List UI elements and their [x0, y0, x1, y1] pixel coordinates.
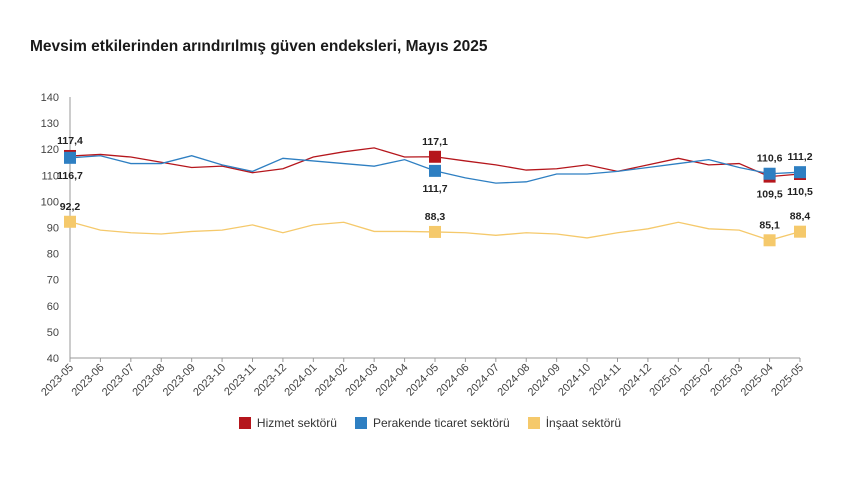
data-label: 88,3 — [425, 211, 446, 223]
x-tick-label: 2024-12 — [617, 362, 654, 399]
data-point-marker — [763, 234, 776, 247]
data-point-marker — [64, 151, 76, 164]
x-tick-label: 2024-03 — [343, 362, 380, 399]
legend: Hizmet sektörü Perakende ticaret sektörü… — [0, 416, 860, 430]
x-tick-label: 2023-06 — [70, 362, 107, 399]
data-label: 116,7 — [57, 170, 83, 182]
x-tick-label: 2023-09 — [161, 362, 198, 399]
legend-swatch-hizmet — [238, 417, 251, 429]
y-tick-label: 100 — [41, 196, 59, 208]
x-tick-label: 2025-05 — [769, 362, 806, 399]
y-tick-label: 40 — [47, 353, 59, 365]
y-tick-label: 70 — [47, 275, 59, 287]
legend-item-hizmet[interactable]: Hizmet sektörü — [238, 416, 337, 430]
legend-item-insaat[interactable]: İnşaat sektörü — [527, 416, 622, 430]
legend-swatch-insaat — [527, 417, 540, 429]
data-label: 111,2 — [787, 151, 812, 163]
data-point-marker — [429, 225, 441, 238]
data-point-marker — [794, 225, 806, 238]
data-label: 110,5 — [787, 186, 813, 198]
y-tick-label: 90 — [47, 223, 59, 235]
data-label: 88,4 — [790, 211, 811, 223]
x-tick-label: 2023-05 — [39, 362, 76, 399]
x-tick-label: 2025-02 — [678, 362, 715, 399]
y-tick-label: 140 — [41, 92, 59, 104]
x-tick-label: 2023-12 — [252, 362, 289, 399]
x-tick-label: 2024-01 — [282, 362, 319, 399]
data-point-marker — [64, 215, 76, 228]
legend-item-perakende[interactable]: Perakende ticaret sektörü — [354, 416, 510, 430]
x-tick-label: 2023-07 — [100, 362, 137, 399]
legend-label-insaat: İnşaat sektörü — [545, 416, 622, 430]
data-label: 109,5 — [756, 189, 782, 201]
x-tick-label: 2024-04 — [374, 362, 411, 399]
y-tick-label: 80 — [47, 249, 59, 261]
x-tick-label: 2024-07 — [465, 362, 502, 399]
x-tick-label: 2024-06 — [435, 362, 472, 399]
legend-swatch-perakende — [354, 417, 367, 429]
y-tick-label: 60 — [47, 301, 59, 313]
y-tick-label: 130 — [41, 118, 59, 130]
x-tick-label: 2023-08 — [130, 362, 167, 399]
data-point-marker — [429, 164, 441, 177]
legend-label-perakende: Perakende ticaret sektörü — [372, 416, 510, 430]
y-tick-label: 110 — [41, 170, 59, 182]
y-tick-label: 50 — [47, 327, 59, 339]
legend-label-hizmet: Hizmet sektörü — [256, 416, 337, 430]
x-tick-label: 2023-10 — [191, 362, 228, 399]
x-tick-label: 2025-03 — [708, 362, 745, 399]
data-label: 110,6 — [757, 153, 783, 165]
x-tick-label: 2024-08 — [495, 362, 532, 399]
data-label: 92,2 — [60, 201, 81, 213]
x-tick-label: 2025-01 — [647, 362, 684, 399]
data-label: 85,1 — [759, 219, 780, 231]
x-tick-label: 2024-05 — [404, 362, 441, 399]
y-tick-label: 120 — [41, 144, 59, 156]
data-point-marker — [429, 150, 441, 163]
data-label: 111,7 — [422, 183, 447, 195]
data-label: 117,1 — [422, 136, 448, 148]
chart-title: Mevsim etkilerinden arındırılmış güven e… — [30, 38, 488, 55]
data-point-marker — [763, 167, 776, 180]
data-label: 117,4 — [57, 135, 83, 147]
x-tick-label: 2024-09 — [526, 362, 563, 399]
data-point-marker — [794, 166, 806, 179]
x-tick-label: 2024-02 — [313, 362, 350, 399]
x-tick-label: 2025-04 — [739, 362, 776, 399]
x-tick-label: 2024-10 — [556, 362, 593, 399]
